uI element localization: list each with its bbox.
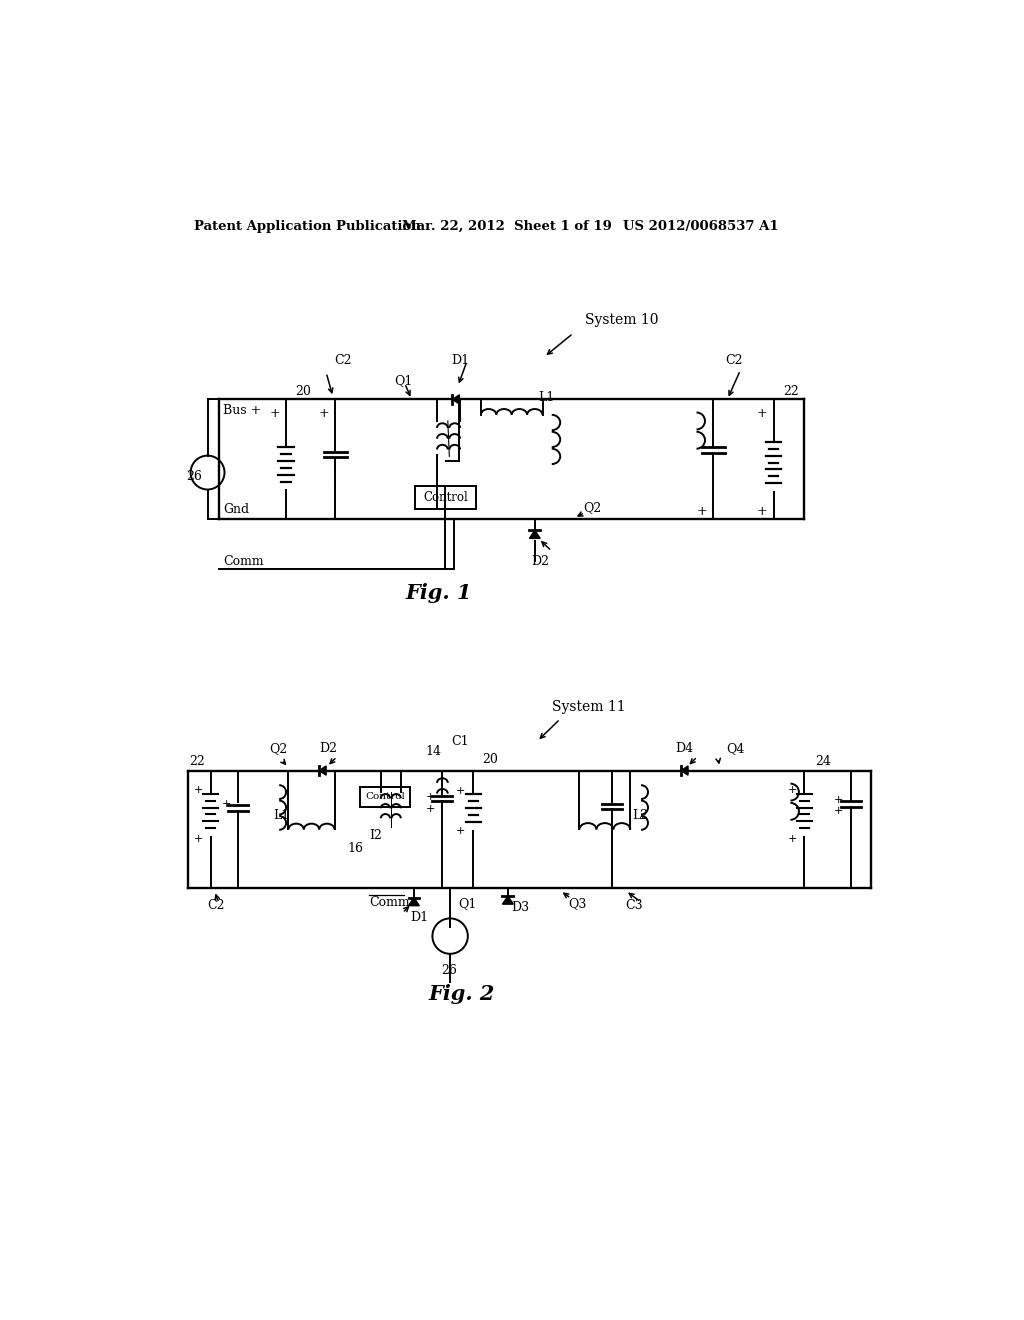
Text: Patent Application Publication: Patent Application Publication	[194, 219, 421, 232]
Text: Mar. 22, 2012  Sheet 1 of 19: Mar. 22, 2012 Sheet 1 of 19	[401, 219, 611, 232]
Text: 22: 22	[189, 755, 205, 768]
Text: Gnd: Gnd	[223, 503, 249, 516]
Text: C3: C3	[626, 899, 643, 912]
Text: Q1: Q1	[458, 898, 476, 911]
Text: +: +	[787, 834, 797, 843]
Text: D3: D3	[512, 902, 529, 915]
Text: +: +	[194, 834, 203, 843]
Text: 14: 14	[425, 744, 441, 758]
Text: 22: 22	[782, 385, 799, 399]
Text: Q3: Q3	[568, 898, 587, 911]
Text: Bus +: Bus +	[223, 404, 261, 417]
Text: L1: L1	[539, 391, 555, 404]
Text: C1: C1	[452, 735, 469, 748]
Text: 26: 26	[441, 964, 457, 977]
Text: +: +	[787, 785, 797, 795]
Text: L2: L2	[632, 809, 648, 822]
Polygon shape	[681, 766, 688, 775]
Text: L1: L1	[273, 809, 289, 822]
Bar	[360, 787, 410, 807]
Text: +: +	[834, 795, 843, 805]
Text: 20: 20	[482, 754, 499, 767]
Text: Fig. 1: Fig. 1	[406, 583, 472, 603]
Text: +: +	[194, 785, 203, 795]
Text: System 11: System 11	[552, 700, 626, 714]
Text: Control: Control	[366, 792, 404, 801]
Text: +: +	[834, 807, 843, 816]
Text: Comm: Comm	[223, 554, 263, 568]
Polygon shape	[503, 896, 513, 904]
Text: +: +	[269, 407, 280, 420]
Text: System 10: System 10	[585, 313, 658, 327]
Text: +: +	[221, 799, 230, 809]
Text: US 2012/0068537 A1: US 2012/0068537 A1	[624, 219, 779, 232]
Text: 24: 24	[815, 755, 830, 768]
Text: +: +	[457, 785, 466, 796]
Text: +: +	[425, 804, 435, 814]
Polygon shape	[319, 766, 326, 775]
Text: Fig. 2: Fig. 2	[428, 983, 495, 1003]
Text: D2: D2	[531, 554, 549, 568]
Text: D2: D2	[319, 742, 337, 755]
Bar	[416, 486, 475, 508]
Polygon shape	[409, 898, 419, 906]
Polygon shape	[453, 395, 460, 404]
Text: Q4: Q4	[726, 742, 744, 755]
Text: D4: D4	[676, 742, 694, 755]
Text: D1: D1	[452, 354, 470, 367]
Text: +: +	[425, 792, 435, 803]
Text: D1: D1	[410, 911, 428, 924]
Text: 20: 20	[295, 385, 311, 399]
Text: +: +	[757, 504, 767, 517]
Text: Q2: Q2	[269, 742, 288, 755]
Text: C2: C2	[334, 354, 351, 367]
Text: Control: Control	[423, 491, 468, 504]
Text: 26: 26	[186, 470, 202, 483]
Text: +: +	[457, 826, 466, 837]
Text: I2: I2	[370, 829, 382, 842]
Polygon shape	[529, 531, 541, 539]
Text: C2: C2	[207, 899, 224, 912]
Text: Q2: Q2	[584, 500, 601, 513]
Text: C2: C2	[725, 354, 742, 367]
Text: +: +	[318, 407, 329, 420]
Text: 16: 16	[348, 842, 364, 855]
Text: Q1: Q1	[394, 374, 413, 387]
Text: Comm: Comm	[370, 896, 410, 908]
Text: +: +	[757, 407, 767, 420]
Text: +: +	[696, 504, 708, 517]
